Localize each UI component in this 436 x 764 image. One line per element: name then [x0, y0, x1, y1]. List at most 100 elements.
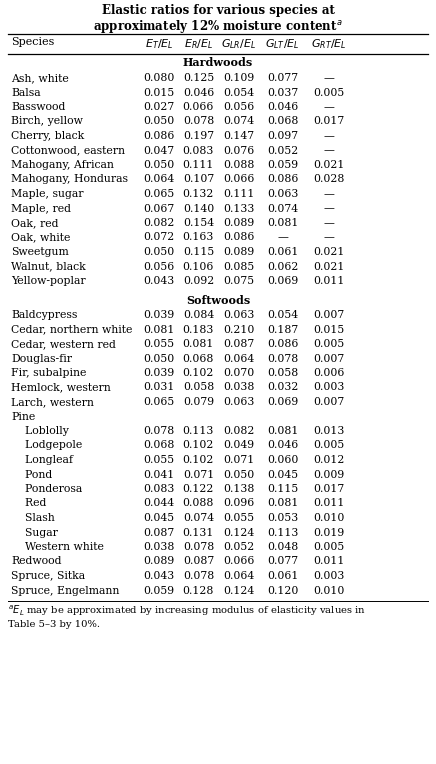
Text: 0.210: 0.210: [223, 325, 255, 335]
Text: 0.106: 0.106: [183, 261, 214, 271]
Text: 0.056: 0.056: [143, 261, 175, 271]
Text: Oak, red: Oak, red: [11, 218, 58, 228]
Text: 0.087: 0.087: [223, 339, 255, 349]
Text: 0.031: 0.031: [143, 383, 175, 393]
Text: 0.078: 0.078: [143, 426, 175, 436]
Text: Longleaf: Longleaf: [11, 455, 73, 465]
Text: 0.072: 0.072: [143, 232, 175, 242]
Text: 0.068: 0.068: [183, 354, 214, 364]
Text: 0.012: 0.012: [313, 455, 345, 465]
Text: 0.125: 0.125: [183, 73, 214, 83]
Text: 0.088: 0.088: [223, 160, 255, 170]
Text: Spruce, Engelmann: Spruce, Engelmann: [11, 585, 119, 595]
Text: Ponderosa: Ponderosa: [11, 484, 82, 494]
Text: 0.089: 0.089: [223, 247, 255, 257]
Text: 0.046: 0.046: [183, 88, 214, 98]
Text: $G_{LR}/E_L$: $G_{LR}/E_L$: [221, 37, 256, 50]
Text: 0.006: 0.006: [313, 368, 345, 378]
Text: $G_{RT}/E_L$: $G_{RT}/E_L$: [311, 37, 347, 50]
Text: Western white: Western white: [11, 542, 104, 552]
Text: —: —: [277, 232, 288, 242]
Text: 0.080: 0.080: [143, 73, 175, 83]
Text: 0.107: 0.107: [183, 174, 214, 184]
Text: —: —: [324, 73, 334, 83]
Text: 0.038: 0.038: [223, 383, 255, 393]
Text: 0.075: 0.075: [223, 276, 255, 286]
Text: 0.078: 0.078: [183, 571, 214, 581]
Text: 0.113: 0.113: [183, 426, 214, 436]
Text: 0.052: 0.052: [267, 145, 298, 156]
Text: 0.109: 0.109: [223, 73, 255, 83]
Text: 0.007: 0.007: [313, 310, 345, 320]
Text: 0.087: 0.087: [143, 527, 175, 538]
Text: 0.021: 0.021: [313, 247, 345, 257]
Text: 0.071: 0.071: [183, 470, 214, 480]
Text: 0.045: 0.045: [143, 513, 175, 523]
Text: 0.050: 0.050: [143, 247, 175, 257]
Text: 0.062: 0.062: [267, 261, 298, 271]
Text: —: —: [324, 232, 334, 242]
Text: 0.078: 0.078: [183, 542, 214, 552]
Text: Redwood: Redwood: [11, 556, 61, 566]
Text: —: —: [324, 131, 334, 141]
Text: Pond: Pond: [11, 470, 52, 480]
Text: 0.088: 0.088: [183, 498, 214, 509]
Text: 0.060: 0.060: [267, 455, 298, 465]
Text: 0.096: 0.096: [223, 498, 255, 509]
Text: 0.037: 0.037: [267, 88, 298, 98]
Text: 0.021: 0.021: [313, 160, 345, 170]
Text: Mahogany, African: Mahogany, African: [11, 160, 114, 170]
Text: 0.124: 0.124: [223, 585, 255, 595]
Text: Birch, yellow: Birch, yellow: [11, 116, 83, 127]
Text: 0.081: 0.081: [183, 339, 214, 349]
Text: 0.124: 0.124: [223, 527, 255, 538]
Text: $^a$$E_L$ may be approximated by increasing modulus of elasticity values in
Tabl: $^a$$E_L$ may be approximated by increas…: [8, 604, 366, 629]
Text: Cherry, black: Cherry, black: [11, 131, 84, 141]
Text: 0.086: 0.086: [267, 339, 298, 349]
Text: 0.066: 0.066: [223, 556, 255, 566]
Text: 0.059: 0.059: [143, 585, 175, 595]
Text: 0.005: 0.005: [313, 339, 345, 349]
Text: —: —: [324, 203, 334, 213]
Text: 0.055: 0.055: [223, 513, 255, 523]
Text: 0.078: 0.078: [267, 354, 298, 364]
Text: Balsa: Balsa: [11, 88, 41, 98]
Text: 0.074: 0.074: [183, 513, 214, 523]
Text: Hardwoods: Hardwoods: [183, 57, 253, 69]
Text: 0.081: 0.081: [267, 426, 298, 436]
Text: 0.003: 0.003: [313, 383, 345, 393]
Text: 0.015: 0.015: [143, 88, 175, 98]
Text: 0.081: 0.081: [267, 218, 298, 228]
Text: 0.011: 0.011: [313, 276, 345, 286]
Text: 0.039: 0.039: [143, 368, 175, 378]
Text: 0.074: 0.074: [223, 116, 255, 127]
Text: Elastic ratios for various species at: Elastic ratios for various species at: [102, 4, 334, 17]
Text: 0.183: 0.183: [183, 325, 214, 335]
Text: 0.115: 0.115: [267, 484, 298, 494]
Text: 0.092: 0.092: [183, 276, 214, 286]
Text: 0.086: 0.086: [143, 131, 175, 141]
Text: Maple, red: Maple, red: [11, 203, 71, 213]
Text: 0.058: 0.058: [267, 368, 298, 378]
Text: 0.138: 0.138: [223, 484, 255, 494]
Text: 0.187: 0.187: [267, 325, 298, 335]
Text: Lodgepole: Lodgepole: [11, 441, 82, 451]
Text: 0.069: 0.069: [267, 276, 298, 286]
Text: 0.050: 0.050: [223, 470, 255, 480]
Text: 0.113: 0.113: [267, 527, 298, 538]
Text: 0.050: 0.050: [143, 116, 175, 127]
Text: Walnut, black: Walnut, black: [11, 261, 85, 271]
Text: —: —: [324, 218, 334, 228]
Text: Loblolly: Loblolly: [11, 426, 69, 436]
Text: 0.066: 0.066: [183, 102, 214, 112]
Text: Baldcypress: Baldcypress: [11, 310, 77, 320]
Text: 0.043: 0.043: [143, 571, 175, 581]
Text: 0.128: 0.128: [183, 585, 214, 595]
Text: 0.013: 0.013: [313, 426, 345, 436]
Text: 0.003: 0.003: [313, 571, 345, 581]
Text: Softwoods: Softwoods: [186, 294, 250, 306]
Text: 0.054: 0.054: [267, 310, 298, 320]
Text: Douglas-fir: Douglas-fir: [11, 354, 72, 364]
Text: 0.068: 0.068: [143, 441, 175, 451]
Text: 0.083: 0.083: [183, 145, 214, 156]
